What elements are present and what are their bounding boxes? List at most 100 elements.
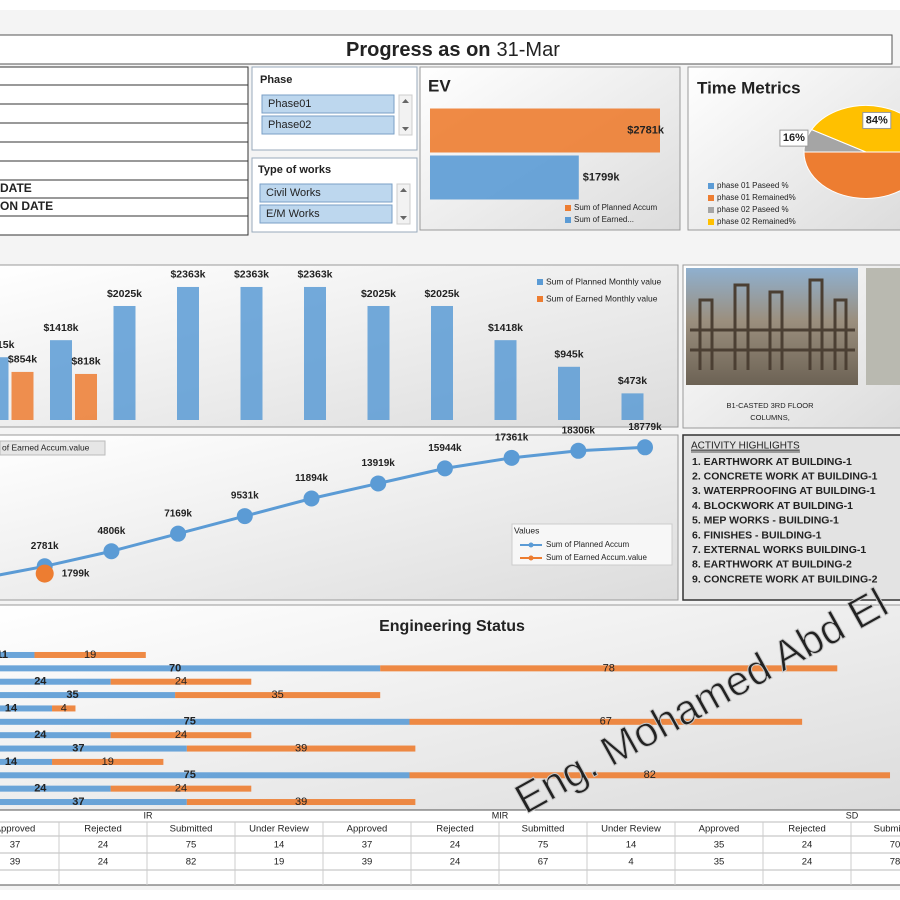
table-cell: 19 [274, 857, 285, 868]
activity-item: 3. WATERPROOFING AT BUILDING-1 [692, 485, 876, 497]
legend-swatch [708, 219, 714, 225]
value-label: $945k [554, 349, 583, 361]
scroll-arrows [402, 99, 409, 131]
legend-label: phase 02 Paseed % [717, 205, 789, 214]
field-button[interactable] [0, 440, 106, 456]
column-header: Submitted [522, 824, 565, 835]
slicer-item[interactable] [259, 183, 393, 203]
value-label: 4 [61, 702, 67, 714]
table-cell: 24 [98, 840, 109, 851]
bar [0, 678, 111, 685]
point [303, 490, 320, 507]
photo-structure [690, 278, 855, 370]
value-label: 78 [603, 662, 615, 674]
scrollbar[interactable] [396, 183, 411, 225]
value-label: 15944k [428, 443, 462, 454]
point [436, 460, 453, 477]
table-cell: 67 [538, 857, 549, 868]
bar [0, 785, 111, 792]
bar [430, 155, 579, 200]
site-photo-2 [866, 268, 900, 385]
bar [52, 758, 164, 765]
slicer-item[interactable] [259, 204, 393, 224]
value-label: 16% [783, 132, 805, 144]
activity-item: 8. EARTHWORK AT BUILDING-2 [692, 559, 852, 571]
bar [0, 799, 187, 806]
column-header: Approved [0, 824, 35, 835]
legend-swatch [708, 195, 714, 201]
site-photo [686, 268, 858, 385]
bar [0, 758, 53, 765]
activity-title: ACTIVITY HIGHLIGHTS [691, 441, 800, 452]
group-label: MIR [492, 810, 509, 820]
legend-label: Sum of Earned Monthly value [546, 293, 658, 303]
value-label: 35 [272, 689, 284, 701]
value-label: 24 [34, 783, 47, 795]
column-header: Under Review [249, 824, 309, 835]
value-label: 37 [72, 742, 84, 754]
slicer-item-label[interactable]: Phase02 [268, 119, 311, 131]
phase-slicer: Phase Phase01 Phase02 [251, 66, 418, 151]
point [170, 525, 187, 542]
table-cells: IR MIR SD Approved Rejected Submitted Under Re… [0, 810, 900, 885]
value-label: 19 [102, 756, 114, 768]
value-label: $2363k [297, 269, 332, 281]
value-label: 13919k [362, 458, 396, 469]
column-header: Approved [347, 824, 388, 835]
legend-label: Sum of Earned Accum.value [546, 553, 647, 562]
value-label: $473k [618, 375, 647, 387]
value-label: 19 [84, 649, 96, 661]
bar [52, 705, 76, 712]
value-label: 75 [184, 769, 196, 781]
bar [11, 371, 34, 420]
activity-list: 1. EARTHWORK AT BUILDING-1 2. CONCRETE WO… [692, 456, 878, 586]
title-date: 31-Mar [497, 39, 561, 61]
point [637, 439, 653, 456]
value-label: 14 [5, 756, 18, 768]
value-label: 70 [169, 662, 181, 674]
legend-swatch [537, 296, 543, 302]
legend-title: Values [514, 525, 539, 535]
column-header: Rejected [436, 824, 474, 835]
legend-swatch [565, 217, 571, 223]
header-title: Progress as on 31-Mar [346, 39, 560, 61]
value-label: 82 [644, 769, 656, 781]
engineering-title: Engineering Status [379, 618, 525, 635]
legend-label: Sum of Earned... [574, 215, 634, 224]
value-label: 35 [66, 689, 78, 701]
slicer-title: Type of works [258, 164, 331, 176]
value-label: 18779k [628, 422, 662, 433]
slicer-item[interactable] [261, 94, 395, 114]
value-label: 14 [5, 702, 18, 714]
value-label: 24 [175, 783, 187, 795]
slicer-item-label[interactable]: E/M Works [266, 208, 320, 220]
value-label: $2025k [361, 288, 396, 300]
field-button-label[interactable]: of Earned Accum.value [2, 442, 90, 452]
bar [0, 651, 35, 658]
activity-panel [682, 434, 900, 601]
value-label: $1115k [0, 339, 15, 351]
table-cell: 39 [10, 857, 21, 868]
table-cell: 82 [186, 857, 197, 868]
photo-caption: B1-CASTED 3RD FLOOR [726, 401, 814, 410]
table-cell: 35 [714, 857, 725, 868]
slicer-item-label[interactable]: Phase01 [268, 98, 311, 110]
bar [621, 393, 644, 420]
value-label: $818k [71, 356, 100, 368]
legend-label: Sum of Planned Accum [546, 540, 629, 549]
scrollbar[interactable] [398, 94, 413, 136]
group-label: IR [144, 810, 154, 820]
point [370, 475, 387, 492]
label-box [862, 111, 892, 129]
slicer-item[interactable] [261, 115, 395, 135]
slicer-item-label[interactable]: Civil Works [266, 187, 321, 199]
photo-caption: COLUMNS, [750, 413, 790, 422]
legend-label: phase 01 Paseed % [717, 181, 789, 190]
point [35, 564, 54, 583]
value-label: 39 [295, 742, 307, 754]
column-header: Approved [699, 824, 740, 835]
bar [0, 357, 9, 420]
table-cell: 75 [186, 840, 197, 851]
bar [240, 286, 263, 420]
